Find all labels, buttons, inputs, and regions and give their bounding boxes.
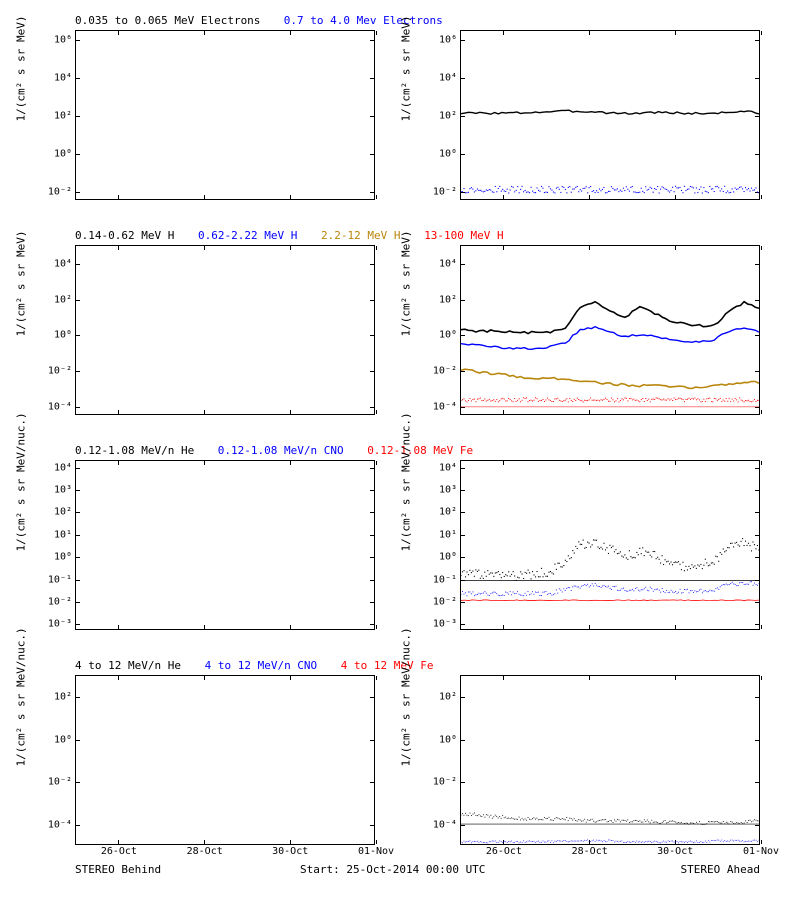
ylabel: 1/(cm² s sr MeV) (400, 106, 413, 122)
panel-r2-c1: 10⁻³10⁻²10⁻¹10⁰10¹10²10³10⁴ (460, 460, 760, 630)
panel-r1-c1: 10⁻⁴10⁻²10⁰10²10⁴ (460, 245, 760, 415)
ytick: 10⁻⁴ (433, 402, 461, 413)
plot-area (461, 461, 759, 629)
plot-area (461, 676, 759, 844)
ytick: 10⁴ (54, 73, 76, 84)
ytick: 10⁻³ (48, 619, 76, 630)
ytick: 10⁰ (439, 330, 461, 341)
ytick: 10² (54, 507, 76, 518)
xtick: 28-Oct (187, 844, 223, 857)
footer-start: Start: 25-Oct-2014 00:00 UTC (300, 863, 485, 876)
xtick: 30-Oct (272, 844, 308, 857)
ytick: 10⁰ (54, 148, 76, 159)
legend-item: 0.12-1.08 MeV/n CNO (218, 444, 344, 457)
ytick: 10³ (439, 485, 461, 496)
ylabel: 1/(cm² s sr MeV/nuc.) (15, 536, 28, 552)
ytick: 10⁴ (439, 73, 461, 84)
ytick: 10² (439, 507, 461, 518)
legend-item: 0.7 to 4.0 Mev Electrons (284, 14, 443, 27)
ytick: 10³ (54, 485, 76, 496)
plot-area (461, 246, 759, 414)
ytick: 10⁰ (54, 330, 76, 341)
ytick: 10⁴ (439, 462, 461, 473)
plot-area (461, 31, 759, 199)
ylabel: 1/(cm² s sr MeV) (15, 106, 28, 122)
panel-r3-c1: 10⁻⁴10⁻²10⁰10²26-Oct28-Oct30-Oct01-Nov (460, 675, 760, 845)
ytick: 10⁻² (48, 366, 76, 377)
panel-r2-c0: 10⁻³10⁻²10⁻¹10⁰10¹10²10³10⁴ (75, 460, 375, 630)
ytick: 10⁶ (439, 35, 461, 46)
panel-r3-c0: 10⁻⁴10⁻²10⁰10²26-Oct28-Oct30-Oct01-Nov (75, 675, 375, 845)
legend-item: 0.035 to 0.065 MeV Electrons (75, 14, 260, 27)
ytick: 10⁻² (48, 186, 76, 197)
ytick: 10² (439, 294, 461, 305)
panel-r1-c0: 10⁻⁴10⁻²10⁰10²10⁴ (75, 245, 375, 415)
ytick: 10⁰ (439, 552, 461, 563)
ylabel: 1/(cm² s sr MeV/nuc.) (15, 751, 28, 767)
xtick: 26-Oct (486, 844, 522, 857)
ytick: 10⁻² (433, 186, 461, 197)
ytick: 10² (54, 294, 76, 305)
footer-ahead: STEREO Ahead (681, 863, 760, 876)
ytick: 10² (54, 692, 76, 703)
ytick: 10⁰ (54, 734, 76, 745)
ytick: 10² (439, 111, 461, 122)
ytick: 10⁻² (48, 596, 76, 607)
ytick: 10⁻² (48, 777, 76, 788)
ytick: 10¹ (54, 529, 76, 540)
ylabel: 1/(cm² s sr MeV) (15, 321, 28, 337)
ytick: 10⁰ (439, 148, 461, 159)
ytick: 10⁶ (54, 35, 76, 46)
legend-item: 13-100 MeV H (424, 229, 503, 242)
xtick: 28-Oct (572, 844, 608, 857)
xtick: 01-Nov (358, 844, 394, 857)
xtick: 30-Oct (657, 844, 693, 857)
legend-item: 4 to 12 MeV/n He (75, 659, 181, 672)
ytick: 10⁻² (433, 596, 461, 607)
legend-item: 4 to 12 MeV/n CNO (205, 659, 318, 672)
ytick: 10⁻¹ (48, 574, 76, 585)
ytick: 10⁴ (54, 462, 76, 473)
ytick: 10⁴ (439, 258, 461, 269)
ytick: 10⁻² (433, 777, 461, 788)
ytick: 10² (439, 692, 461, 703)
ytick: 10⁰ (54, 552, 76, 563)
legend-item: 0.12-1.08 MeV/n He (75, 444, 194, 457)
legend-item: 0.12-1.08 MeV Fe (367, 444, 473, 457)
xtick: 01-Nov (743, 844, 779, 857)
ylabel: 1/(cm² s sr MeV/nuc.) (400, 536, 413, 552)
legend-item: 2.2-12 MeV H (321, 229, 400, 242)
ylabel: 1/(cm² s sr MeV/nuc.) (400, 751, 413, 767)
ytick: 10⁻⁴ (48, 819, 76, 830)
ytick: 10⁻¹ (433, 574, 461, 585)
legend-item: 0.62-2.22 MeV H (198, 229, 297, 242)
panel-r0-c1: 10⁻²10⁰10²10⁴10⁶ (460, 30, 760, 200)
ytick: 10⁻³ (433, 619, 461, 630)
ytick: 10¹ (439, 529, 461, 540)
ytick: 10² (54, 111, 76, 122)
ytick: 10⁻⁴ (433, 819, 461, 830)
ytick: 10⁰ (439, 734, 461, 745)
xtick: 26-Oct (101, 844, 137, 857)
figure-root: 0.035 to 0.065 MeV Electrons 0.7 to 4.0 M… (0, 0, 800, 900)
ytick: 10⁻⁴ (48, 402, 76, 413)
ytick: 10⁻² (433, 366, 461, 377)
ylabel: 1/(cm² s sr MeV) (400, 321, 413, 337)
legend-item: 0.14-0.62 MeV H (75, 229, 174, 242)
legend-item: 4 to 12 MeV Fe (341, 659, 434, 672)
footer-behind: STEREO Behind (75, 863, 161, 876)
panel-r0-c0: 10⁻²10⁰10²10⁴10⁶ (75, 30, 375, 200)
ytick: 10⁴ (54, 258, 76, 269)
